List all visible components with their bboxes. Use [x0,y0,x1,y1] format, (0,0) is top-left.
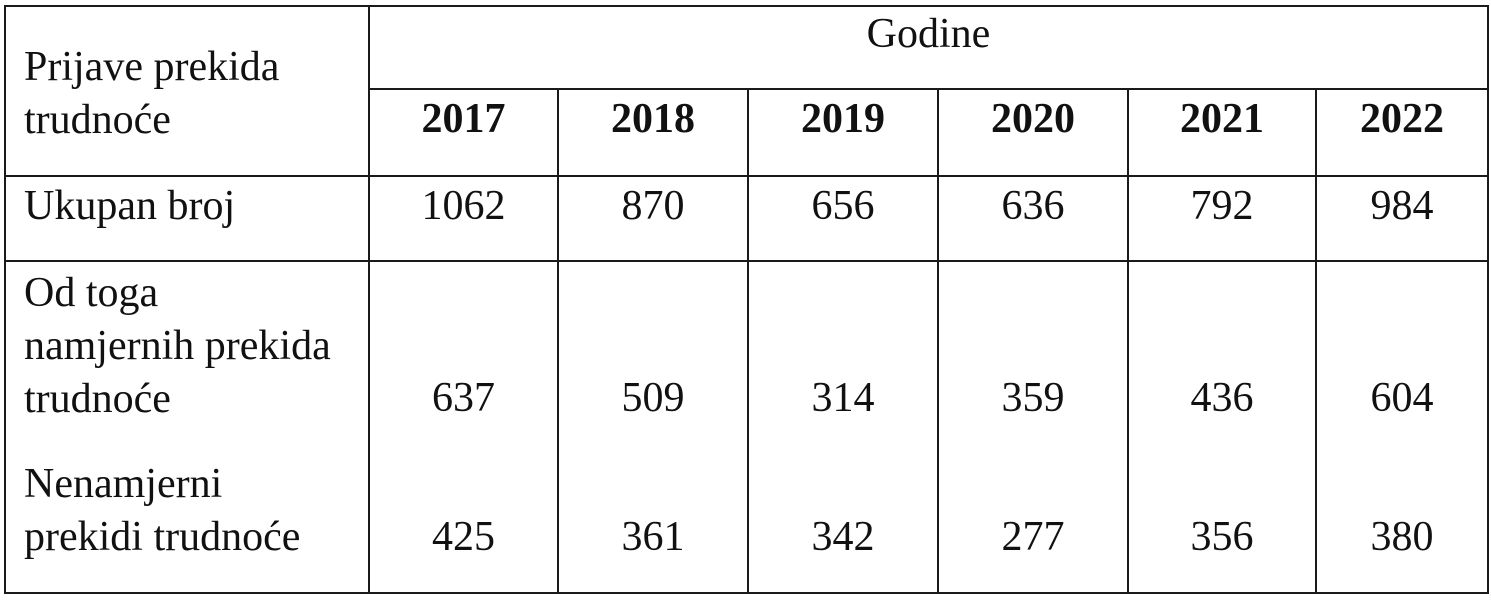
year-header-2017: 2017 [421,96,506,142]
table-cell: 359 [1001,375,1065,421]
column-group-label: Godine [866,11,991,57]
column-divider-2022-lower [1315,460,1317,594]
table-cell: 656 [811,183,875,229]
header-bottom-line [4,175,1489,177]
table-cell: 509 [621,375,685,421]
table-cell: 436 [1190,375,1254,421]
header-divider [368,88,1489,90]
column-divider-2022 [1315,88,1317,460]
year-header-2019: 2019 [801,96,885,142]
row-header-label-line1: Prijave prekida [24,44,280,90]
column-divider-2021 [1127,88,1129,460]
table-cell: 425 [432,514,495,560]
column-divider-2018-lower [557,460,559,594]
year-header-2022: 2022 [1360,96,1444,142]
column-divider-2019-lower [747,460,749,594]
table-cell: 380 [1370,514,1434,560]
table-cell: 636 [1001,183,1065,229]
table-cell: 277 [1001,514,1065,560]
table-cell: 342 [811,514,875,560]
table-border-top [4,5,1489,7]
row-header-label-line2: trudnoće [24,97,171,143]
table-cell: 604 [1370,375,1434,421]
table-cell: 1062 [421,183,506,229]
column-divider-2020-lower [937,460,939,594]
table-border-right [1487,5,1489,594]
row-label-intentional-line1: Od toga [24,270,159,316]
table-cell: 314 [811,375,875,421]
row-label-intentional-line2: namjernih prekida [24,323,331,369]
table-border-left [4,5,6,594]
year-header-2021: 2021 [1180,96,1264,142]
table-cell: 870 [621,183,685,229]
table-cell: 356 [1190,514,1254,560]
row-label-total: Ukupan broj [24,183,236,229]
column-divider-2018 [557,88,559,460]
table-cell: 792 [1190,183,1254,229]
row-divider [4,260,1489,262]
row-label-unintentional-line2: prekidi trudnoće [24,514,301,560]
year-header-2020: 2020 [991,96,1075,142]
label-column-divider [368,5,370,594]
table-cell: 637 [432,375,495,421]
column-divider-2021-lower [1127,460,1129,594]
column-divider-2020 [937,88,939,460]
year-header-2018: 2018 [611,96,695,142]
column-divider-2019 [747,88,749,460]
table-cell: 984 [1370,183,1434,229]
row-label-intentional-line3: trudnoće [24,376,171,422]
table-border-bottom [4,592,1489,594]
table-cell: 361 [621,514,685,560]
row-label-unintentional-line1: Nenamjerni [24,461,223,507]
